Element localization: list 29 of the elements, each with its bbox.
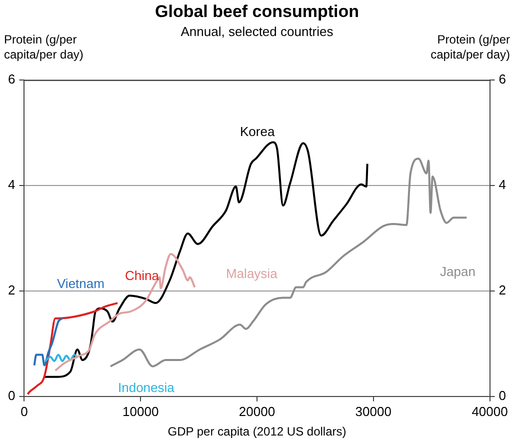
y-tick-label: 0 (8, 388, 16, 403)
x-tick-label: 40000 (472, 404, 508, 419)
y-axis-title: Protein (g/per capita/per day) (4, 32, 84, 62)
y2-tick-label: 4 (498, 177, 506, 192)
series-label: Korea (240, 124, 276, 140)
text: Japan (440, 264, 476, 280)
y2-axis-title: Protein (g/per capita/per day) (430, 32, 510, 62)
line-series (43, 141, 368, 378)
line-series (54, 253, 196, 372)
x-tick-label: 0 (20, 404, 28, 419)
y-tick-label: 2 (8, 282, 16, 298)
line-series (26, 302, 119, 396)
x-axis-title: GDP per capita (2012 US dollars) (168, 424, 346, 438)
series-label: China (125, 268, 160, 284)
x-tick-label: 30000 (355, 404, 392, 419)
text: Indonesia (118, 380, 176, 396)
y2-tick-label: 2 (498, 282, 506, 298)
text: Vietnam (57, 276, 104, 292)
chart-title: Global beef consumption (154, 2, 360, 22)
y2-tick-label: 0 (498, 388, 506, 403)
text: Malaysia (226, 266, 278, 282)
chart-subtitle: Annual, selected countries (180, 24, 334, 40)
line-series (33, 317, 64, 366)
x-tick-label: 20000 (238, 404, 276, 419)
y-tick-label: 4 (8, 177, 16, 192)
x-tick-label: 10000 (122, 404, 159, 419)
line-series (44, 354, 78, 362)
y-tick-label: 6 (8, 72, 16, 87)
y2-tick-label: 6 (498, 72, 506, 87)
